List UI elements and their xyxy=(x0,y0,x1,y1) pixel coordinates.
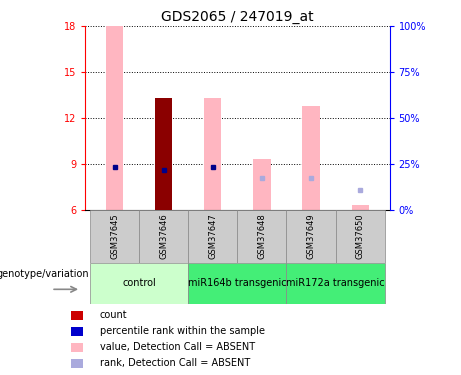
Bar xyxy=(286,262,384,304)
Bar xyxy=(254,159,271,210)
Bar xyxy=(204,98,221,210)
Text: rank, Detection Call = ABSENT: rank, Detection Call = ABSENT xyxy=(100,358,250,368)
Bar xyxy=(336,210,384,262)
Text: percentile rank within the sample: percentile rank within the sample xyxy=(100,326,265,336)
Text: miR172a transgenic: miR172a transgenic xyxy=(286,278,385,288)
Text: value, Detection Call = ABSENT: value, Detection Call = ABSENT xyxy=(100,342,254,352)
Text: GSM37647: GSM37647 xyxy=(208,213,218,259)
Bar xyxy=(71,327,83,336)
Bar xyxy=(302,106,319,210)
Bar xyxy=(71,359,83,368)
Bar xyxy=(189,210,237,262)
Bar xyxy=(71,343,83,352)
Text: count: count xyxy=(100,310,127,321)
Text: GSM37650: GSM37650 xyxy=(355,213,365,259)
Bar xyxy=(286,210,336,262)
Bar xyxy=(189,262,286,304)
Bar xyxy=(139,210,189,262)
Text: genotype/variation: genotype/variation xyxy=(0,269,89,279)
Text: GSM37645: GSM37645 xyxy=(110,213,119,259)
Bar xyxy=(351,206,369,210)
Title: GDS2065 / 247019_at: GDS2065 / 247019_at xyxy=(161,10,314,24)
Bar xyxy=(71,311,83,320)
Text: GSM37649: GSM37649 xyxy=(307,213,315,259)
Text: GSM37648: GSM37648 xyxy=(257,213,266,259)
Text: GSM37646: GSM37646 xyxy=(160,213,168,259)
Text: miR164b transgenic: miR164b transgenic xyxy=(188,278,287,288)
Text: control: control xyxy=(122,278,156,288)
Bar xyxy=(90,210,139,262)
Bar xyxy=(237,210,286,262)
Bar xyxy=(155,98,172,210)
Bar xyxy=(106,26,123,210)
Bar xyxy=(90,262,189,304)
